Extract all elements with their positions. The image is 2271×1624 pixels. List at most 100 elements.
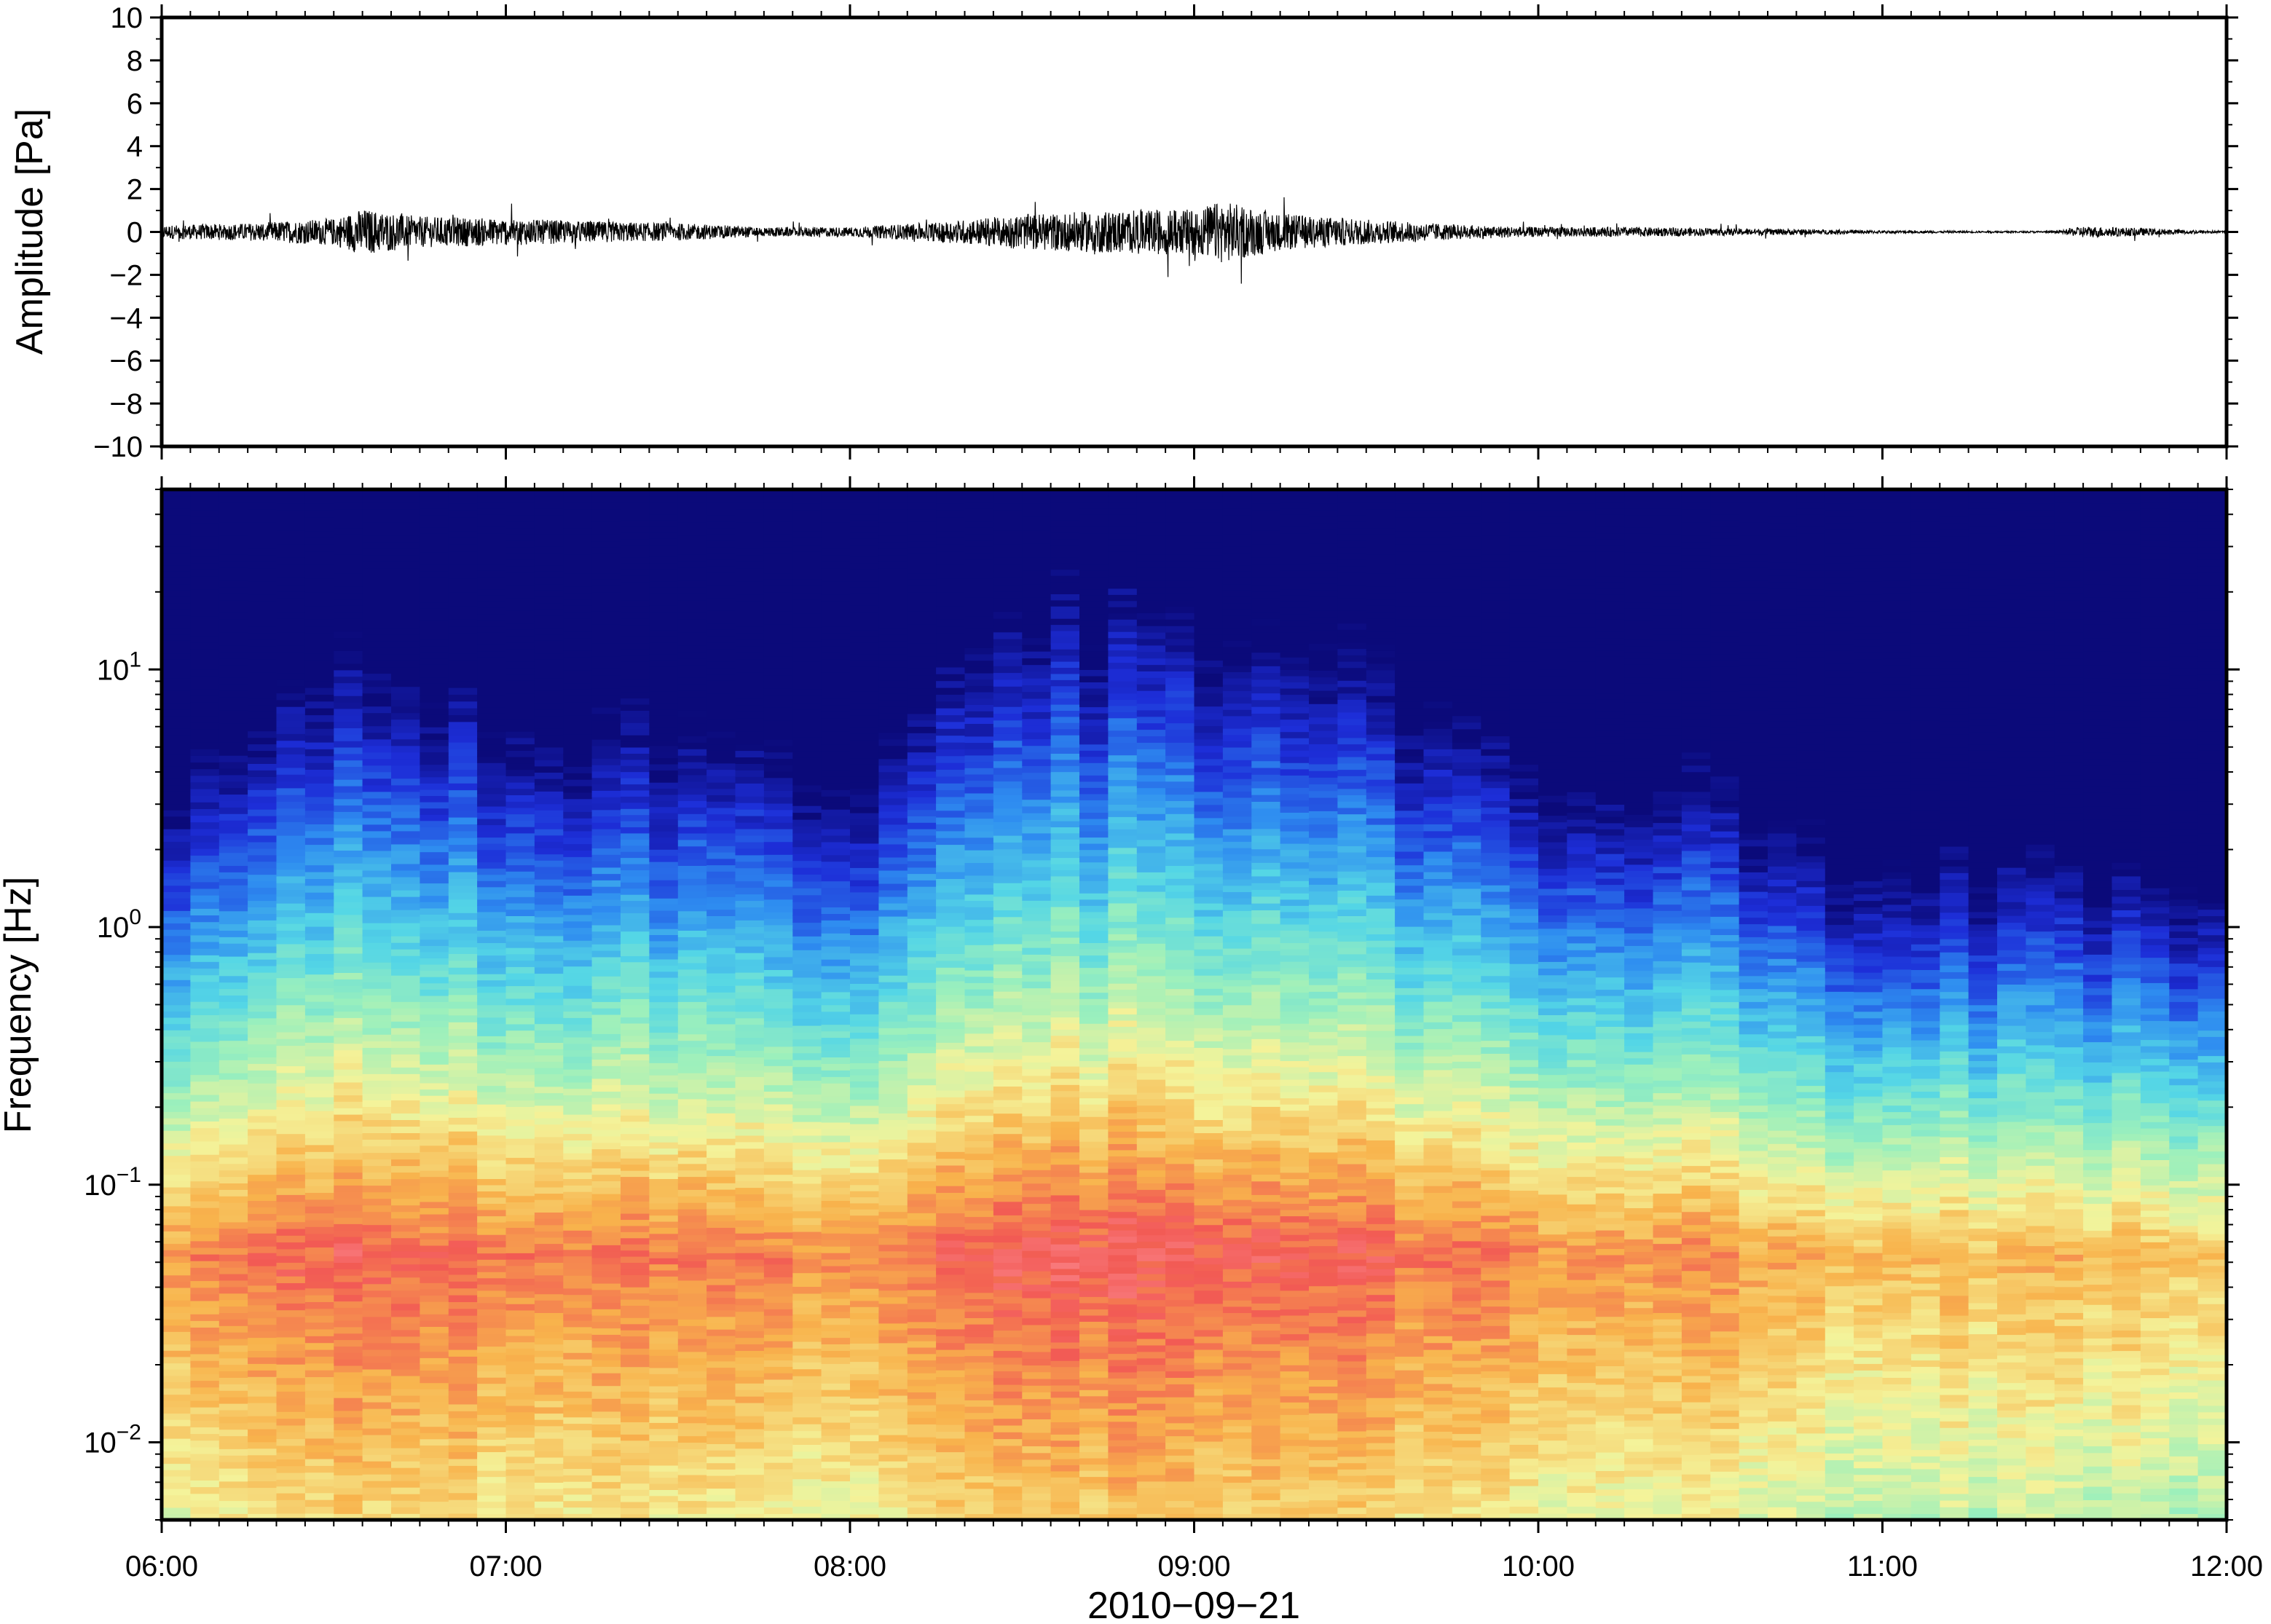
spectrogram-cell (621, 912, 650, 920)
spectrogram-cell (248, 1095, 278, 1103)
spectrogram-cell (878, 1146, 908, 1154)
spectrogram-cell (677, 515, 707, 523)
spectrogram-cell (190, 888, 220, 896)
spectrogram-cell (735, 1507, 765, 1514)
spectrogram-cell (505, 674, 535, 681)
spectrogram-cell (276, 496, 306, 504)
spectrogram-cell (792, 1258, 822, 1266)
spectrogram-cell (162, 577, 192, 585)
spectrogram-cell (649, 1258, 679, 1265)
spectrogram-cell (964, 495, 994, 503)
spectrogram-cell (162, 1155, 192, 1162)
spectrogram-cell (304, 632, 335, 640)
spectrogram-cell (304, 694, 335, 702)
spectrogram-cell (993, 848, 1023, 856)
spectrogram-cell (304, 1028, 335, 1036)
spectrogram-cell (735, 1174, 765, 1182)
spectrogram-cell (276, 1377, 306, 1385)
spectrogram-cell (591, 944, 621, 951)
spectrogram-cell (219, 1241, 248, 1248)
spectrogram-cell (563, 927, 593, 934)
spectrogram-cell (964, 969, 994, 977)
spectrogram-cell (878, 791, 908, 799)
spectrogram-cell (334, 946, 363, 954)
spectrogram-cell (334, 676, 363, 684)
spectrogram-cell (563, 760, 593, 767)
spectrogram-cell (190, 928, 220, 936)
spectrogram-cell (850, 562, 880, 569)
spectrogram-cell (591, 1148, 621, 1156)
spectrogram-cell (735, 920, 765, 927)
spectrogram-cell (907, 630, 937, 637)
spectrogram-cell (420, 1026, 449, 1033)
spectrogram-cell (534, 545, 564, 553)
spectrogram-cell (420, 1070, 449, 1077)
spectrogram-cell (248, 1070, 278, 1077)
spectrogram-cell (420, 695, 449, 703)
spectrogram-cell (477, 731, 507, 738)
spectrogram-cell (248, 828, 278, 836)
spectrogram-cell (649, 965, 679, 972)
spectrogram-cell (190, 781, 220, 789)
spectrogram-cell (649, 642, 679, 649)
spectrogram-cell (964, 1165, 994, 1173)
spectrogram-cell (878, 870, 908, 878)
spectrogram-cell (448, 899, 478, 907)
spectrogram-cell (878, 1408, 908, 1416)
spectrogram-cell (477, 1110, 507, 1117)
spectrogram-cell (420, 1145, 449, 1152)
spectrogram-cell (936, 953, 966, 961)
spectrogram-cell (878, 942, 908, 950)
spectrogram-cell (964, 603, 994, 610)
spectrogram-cell (304, 1513, 335, 1521)
spectrogram-cell (591, 1065, 621, 1073)
spectrogram-cell (707, 756, 736, 764)
spectrogram-cell (964, 1084, 994, 1091)
spectrogram-cell (792, 516, 822, 524)
spectrogram-cell (563, 1120, 593, 1128)
spectrogram-cell (477, 967, 507, 974)
spectrogram-cell (420, 720, 449, 728)
spectrogram-cell (907, 1264, 937, 1271)
spectrogram-cell (936, 816, 966, 824)
spectrogram-cell (162, 1205, 192, 1213)
spectrogram-cell (391, 1231, 421, 1239)
spectrogram-cell (878, 1270, 908, 1278)
spectrogram-cell (534, 961, 564, 968)
spectrogram-cell (821, 887, 851, 895)
spectrogram-cell (621, 606, 650, 613)
spectrogram-cell (477, 1060, 507, 1068)
spectrogram-cell (362, 1211, 392, 1219)
spectrogram-cell (248, 639, 278, 647)
spectrogram-cell (190, 1068, 220, 1076)
spectrogram-cell (763, 1282, 794, 1290)
spectrogram-cell (276, 1072, 306, 1080)
spectrogram-cell (563, 1403, 593, 1411)
spectrogram-cell (821, 971, 851, 979)
spectrogram-cell (677, 1124, 707, 1132)
spectrogram-cell (505, 1335, 535, 1343)
spectrogram-cell (477, 687, 507, 695)
spectrogram-cell (477, 787, 507, 795)
spectrogram-cell (621, 661, 650, 668)
spectrogram-cell (850, 526, 880, 533)
spectrogram-cell (534, 1212, 564, 1219)
spectrogram-cell (591, 828, 621, 836)
spectrogram-cell (563, 1191, 593, 1199)
spectrogram-cell (821, 567, 851, 575)
spectrogram-cell (334, 1410, 363, 1418)
spectrogram-cell (964, 837, 994, 844)
spectrogram-cell (362, 1270, 392, 1278)
spectrogram-cell (334, 1384, 363, 1392)
spectrogram-cell (563, 824, 593, 832)
spectrogram-cell (591, 764, 621, 772)
spectrogram-cell (735, 770, 765, 777)
spectrogram-cell (649, 1227, 679, 1234)
spectrogram-cell (304, 1336, 335, 1344)
spectrogram-cell (993, 693, 1023, 701)
spectrogram-cell (707, 1323, 736, 1330)
spectrogram-cell (907, 1250, 937, 1258)
spectrogram-cell (162, 1004, 192, 1012)
spectrogram-cell (907, 720, 937, 727)
spectrogram-cell (362, 804, 392, 812)
